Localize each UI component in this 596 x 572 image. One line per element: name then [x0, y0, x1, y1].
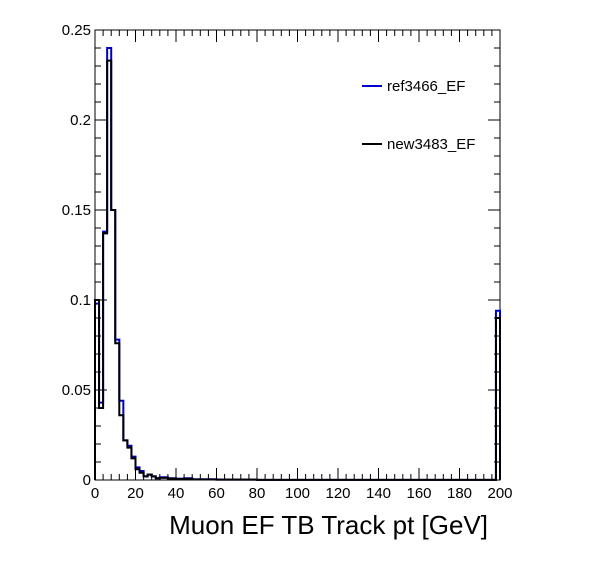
legend: ref3466_EF new3483_EF: [362, 78, 475, 153]
x-axis-title: Muon EF TB Track pt [GeV]: [169, 510, 488, 540]
y-tick-label: 0.1: [70, 292, 91, 309]
x-tick-label: 100: [285, 485, 310, 502]
x-tick-label: 0: [91, 485, 99, 502]
x-tick-label: 140: [366, 485, 391, 502]
x-tick-label: 120: [325, 485, 350, 502]
x-tick-labels: 0 20 40 60 80 100 120 140 160 180 200: [91, 485, 513, 502]
y-tick-label: 0: [83, 472, 91, 489]
y-tick-labels: 0 0.05 0.1 0.15 0.2 0.25: [62, 22, 91, 489]
x-tick-label: 80: [249, 485, 266, 502]
x-tick-label: 160: [406, 485, 431, 502]
x-tick-label: 40: [168, 485, 185, 502]
y-tick-label: 0.25: [62, 22, 91, 39]
x-tick-label: 200: [487, 485, 512, 502]
x-tick-label: 60: [208, 485, 225, 502]
legend-entry: new3483_EF: [387, 136, 475, 153]
y-tick-label: 0.15: [62, 202, 91, 219]
y-tick-label: 0.2: [70, 112, 91, 129]
series-line-ref3466_EF: [94, 47, 501, 481]
legend-entry: ref3466_EF: [387, 78, 465, 95]
y-tick-label: 0.05: [62, 382, 91, 399]
x-tick-label: 20: [127, 485, 144, 502]
x-tick-label: 180: [447, 485, 472, 502]
plot-frame: [94, 29, 501, 481]
series-layer: [94, 47, 501, 481]
axis-ticks: [94, 29, 501, 481]
series-line-new3483_EF: [94, 59, 501, 481]
